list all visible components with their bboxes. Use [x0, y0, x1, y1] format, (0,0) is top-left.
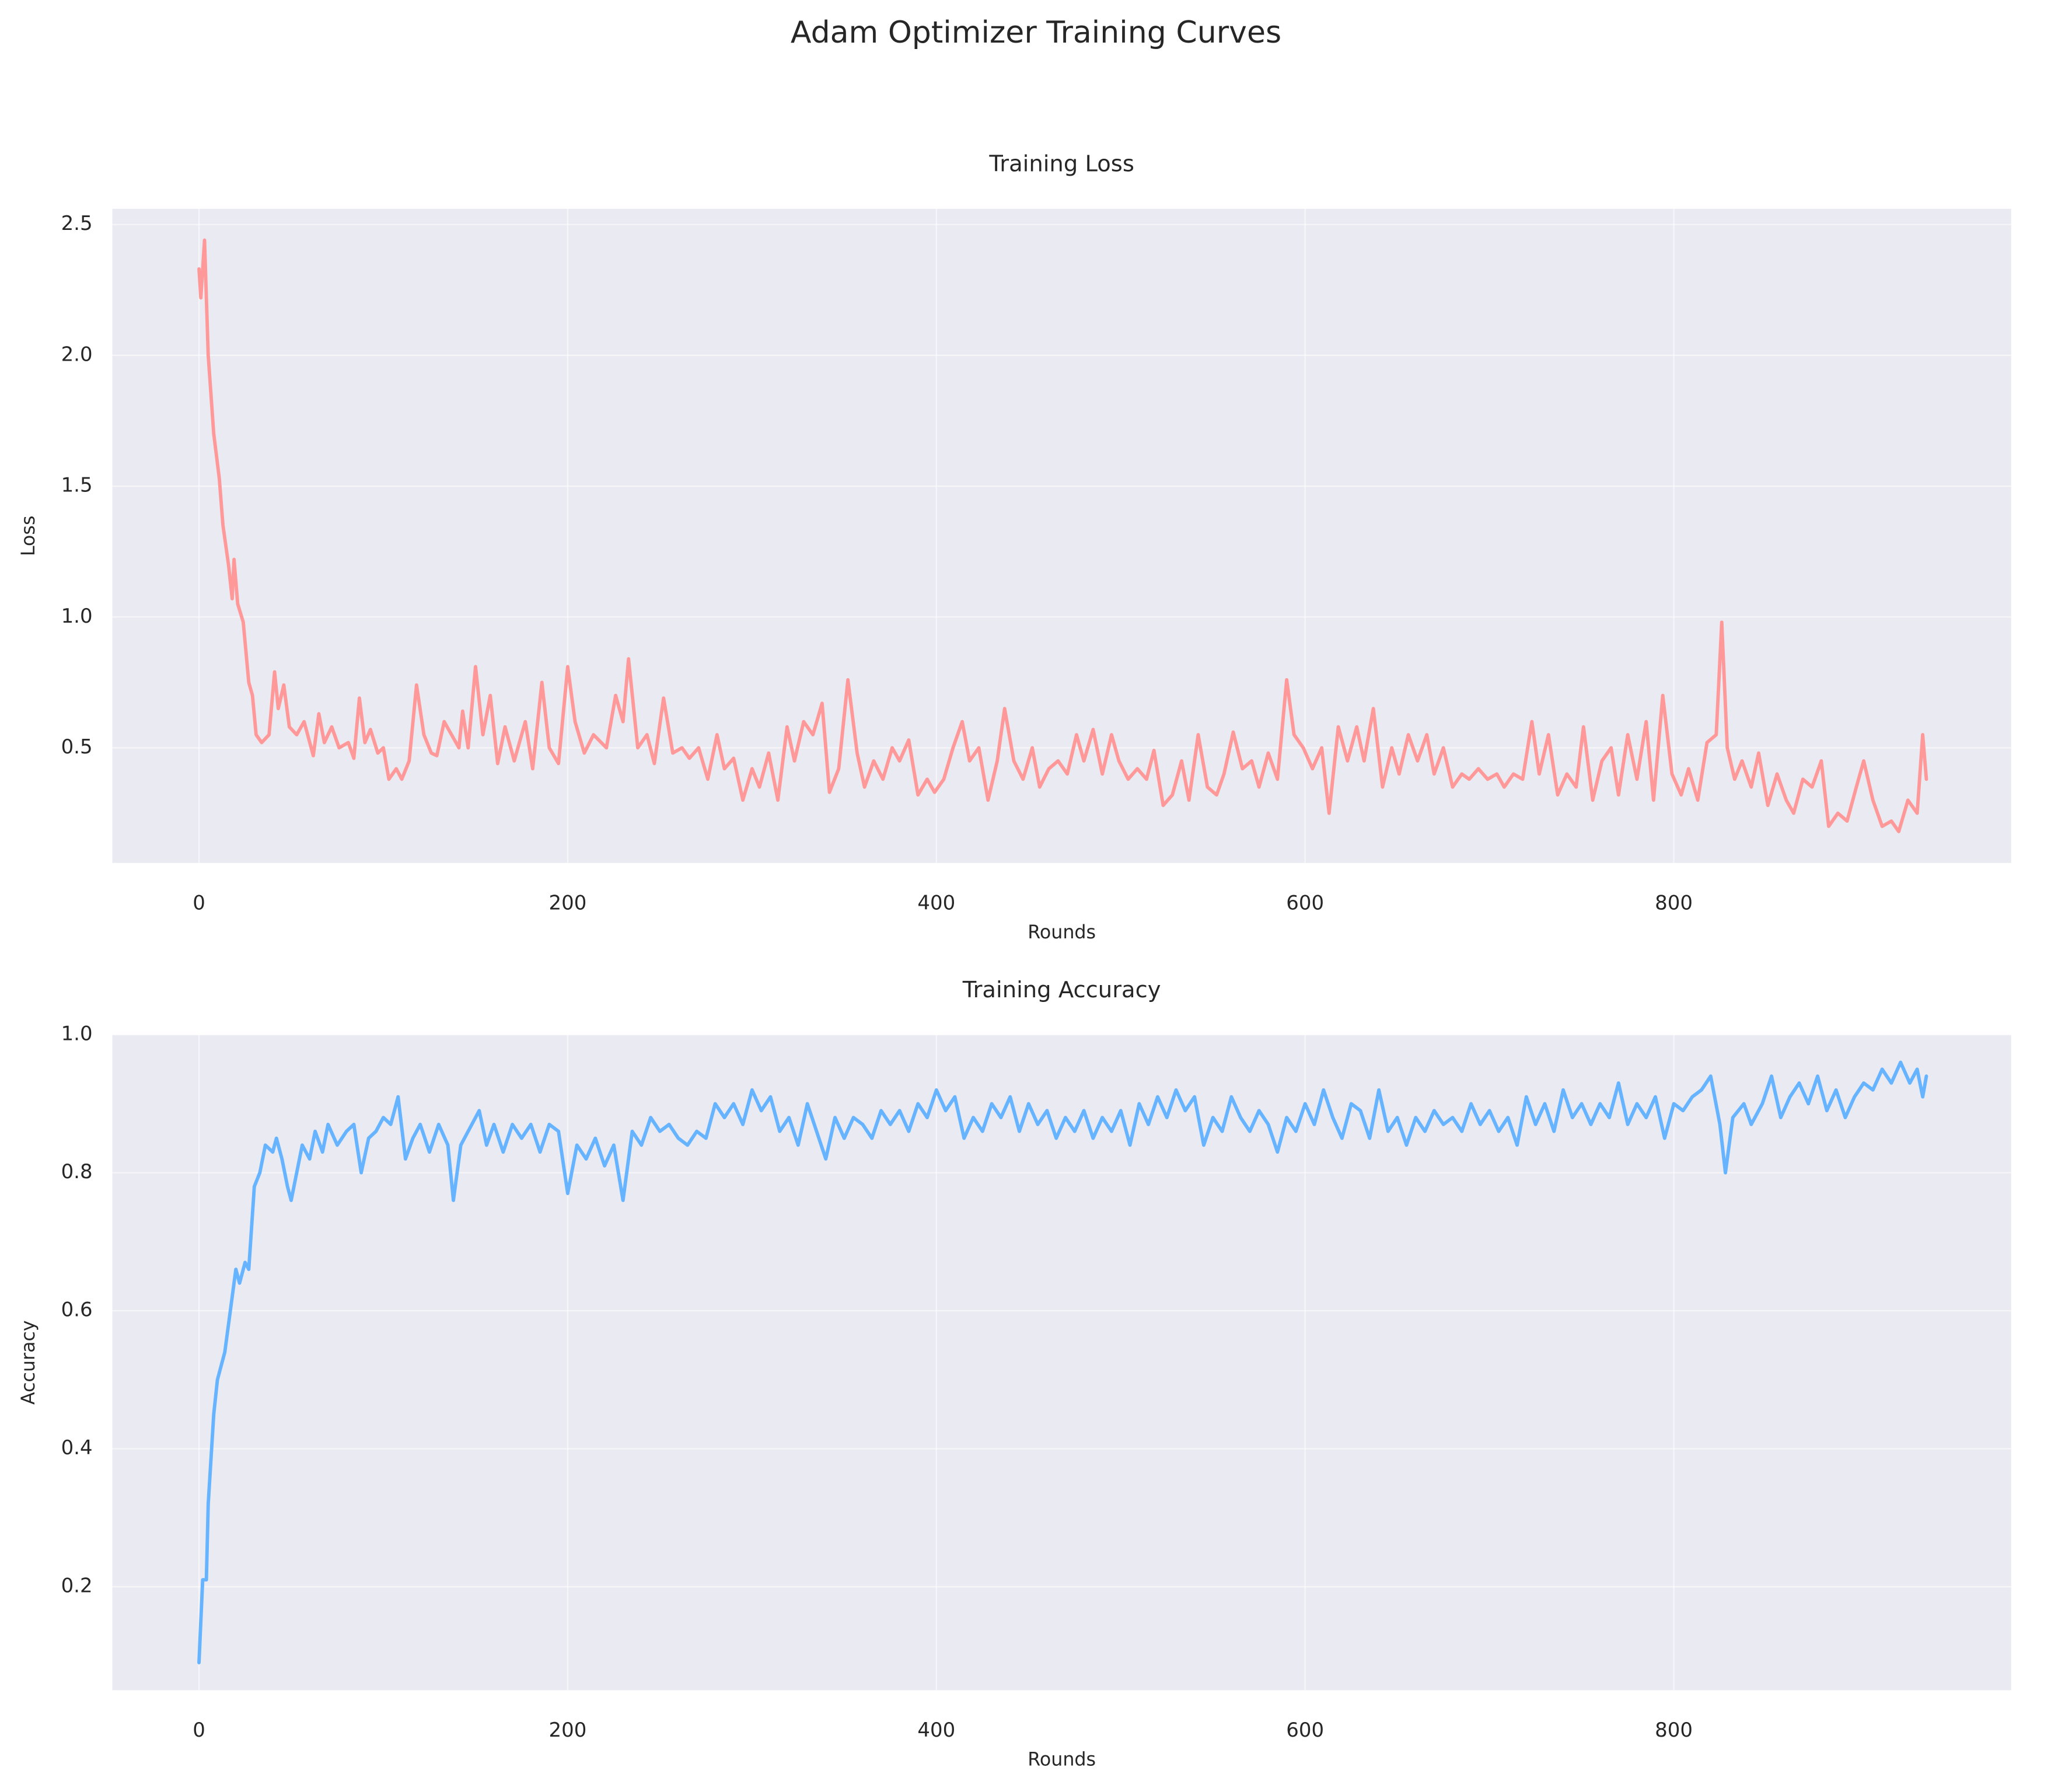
axes-title: Training Loss: [988, 151, 1134, 177]
x-tick-label: 600: [1286, 1719, 1324, 1742]
x-tick-label: 400: [917, 891, 955, 914]
y-tick-label: 0.8: [61, 1160, 93, 1183]
x-tick-label: 200: [549, 1719, 587, 1742]
x-tick-label: 200: [549, 891, 587, 914]
figure-title: Adam Optimizer Training Curves: [791, 15, 1281, 50]
x-axis-label: Rounds: [1028, 922, 1096, 943]
plot-area: [112, 1035, 2011, 1691]
plot-area: [112, 208, 2011, 863]
y-tick-label: 0.4: [61, 1436, 93, 1459]
x-tick-label: 400: [917, 1719, 955, 1742]
axes-title: Training Accuracy: [962, 977, 1161, 1003]
x-tick-label: 600: [1286, 891, 1324, 914]
data-line: [197, 1060, 1928, 1665]
x-tick-label: 0: [193, 891, 205, 914]
y-tick-label: 0.6: [61, 1298, 93, 1322]
y-tick-label: 0.5: [61, 735, 93, 759]
x-tick-label: 800: [1655, 891, 1693, 914]
y-tick-label: 2.0: [61, 343, 93, 366]
y-axis-label: Loss: [18, 516, 39, 557]
y-axis-label: Accuracy: [18, 1320, 39, 1405]
y-tick-label: 1.0: [61, 605, 93, 628]
y-tick-label: 0.2: [61, 1574, 93, 1598]
y-tick-label: 1.5: [61, 474, 93, 497]
x-tick-label: 0: [193, 1719, 205, 1742]
x-tick-label: 800: [1655, 1719, 1693, 1742]
data-line: [197, 238, 1928, 833]
x-axis-label: Rounds: [1028, 1749, 1096, 1770]
y-tick-label: 2.5: [61, 212, 93, 235]
y-tick-label: 1.0: [61, 1022, 93, 1046]
